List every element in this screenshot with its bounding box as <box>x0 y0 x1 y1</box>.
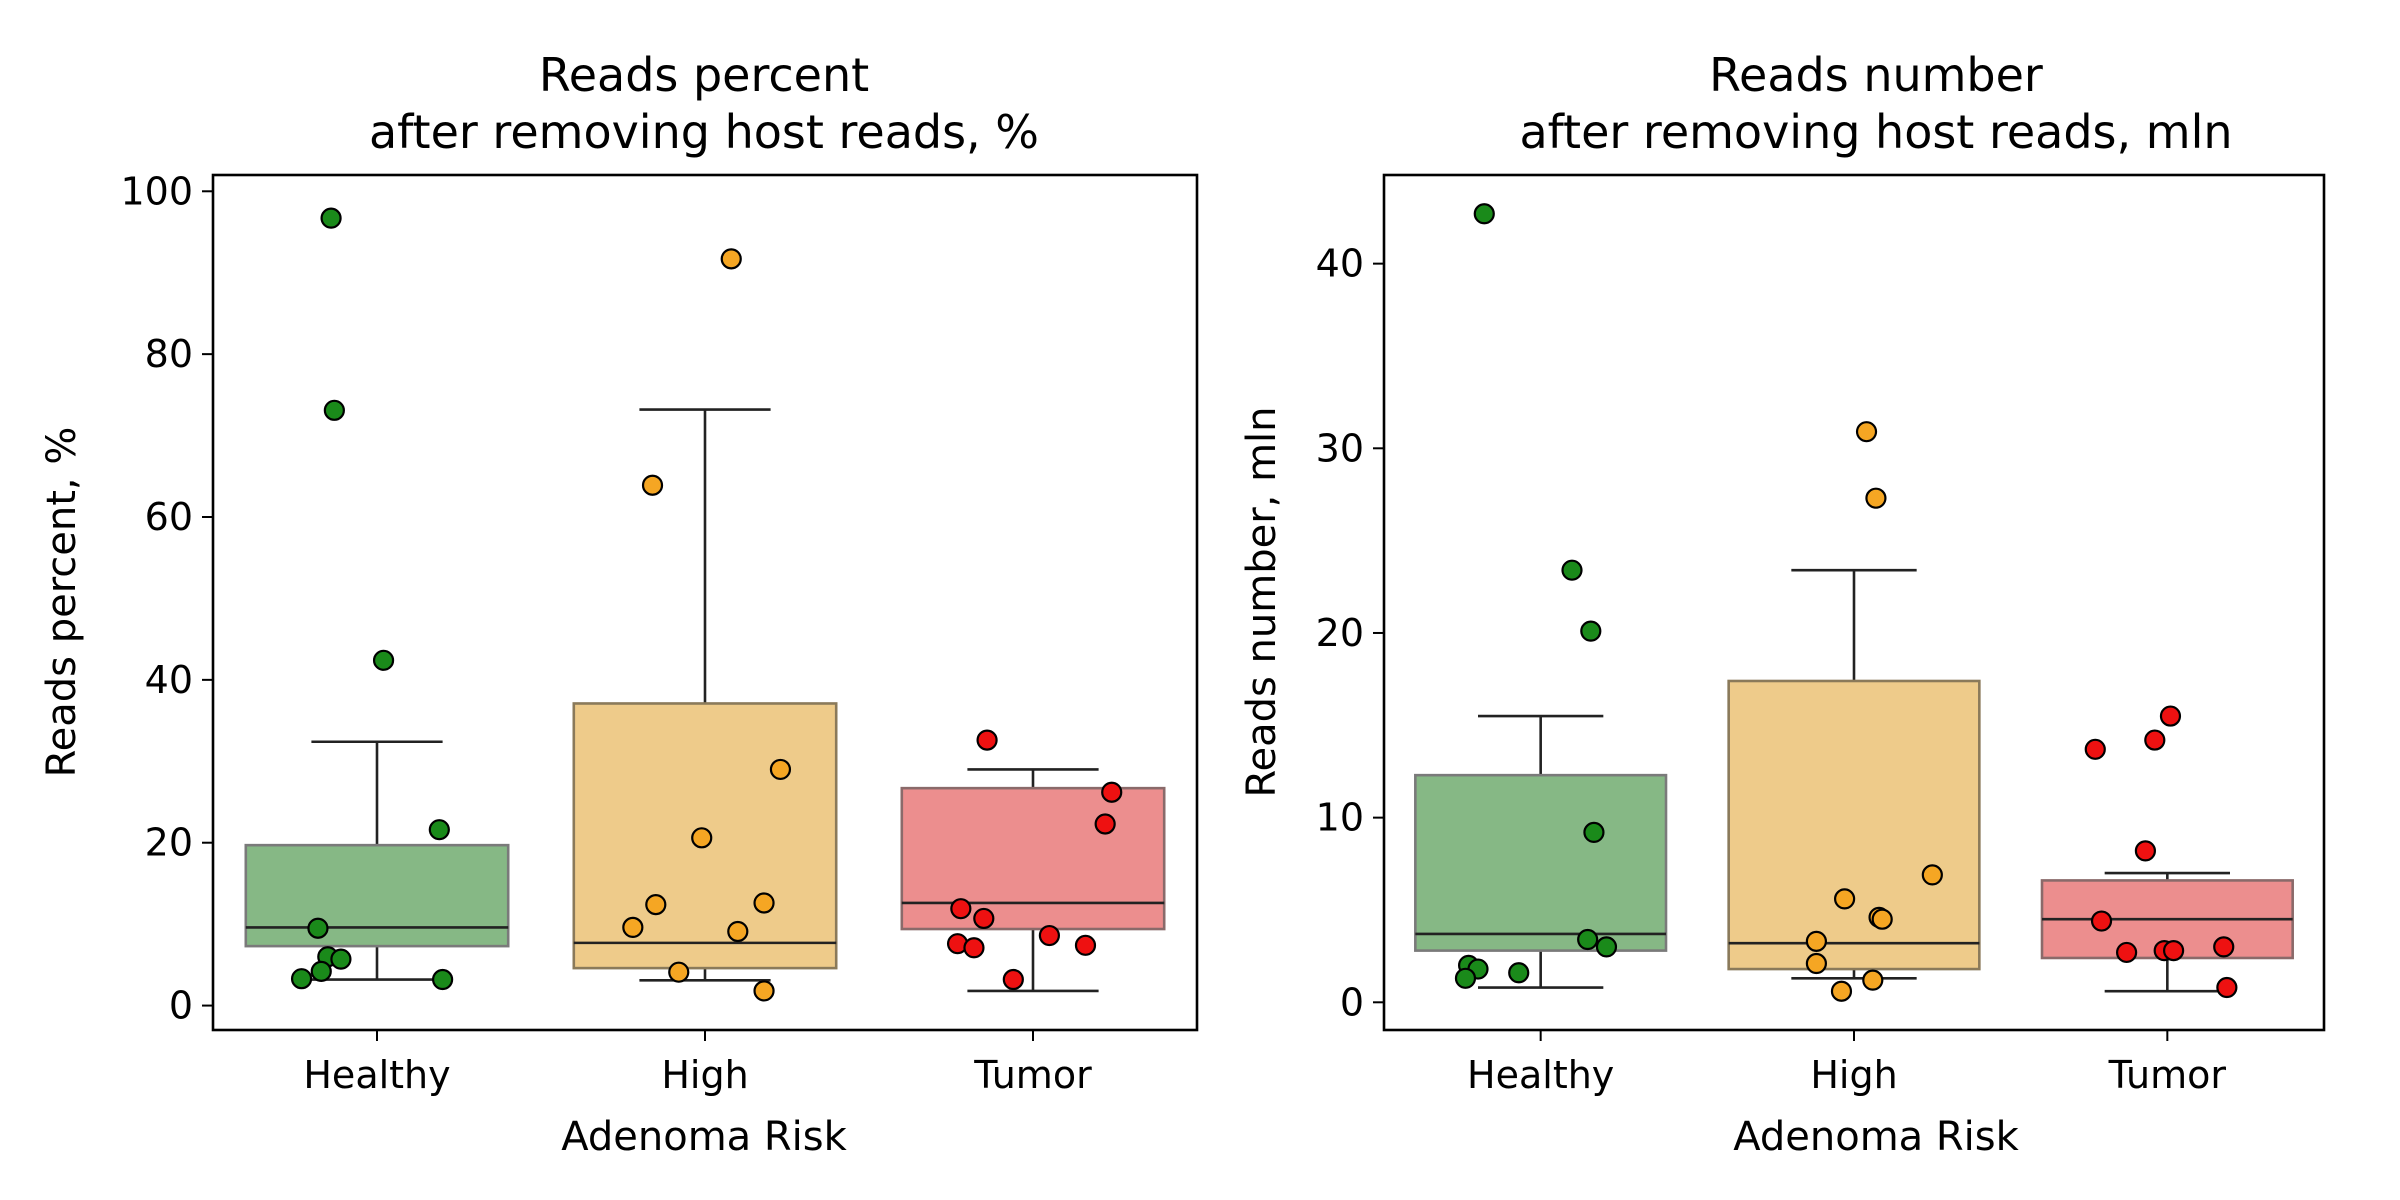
y-tick-label: 100 <box>120 169 193 213</box>
data-point <box>2163 939 2185 962</box>
data-point <box>323 399 345 421</box>
data-point <box>950 898 972 920</box>
data-point <box>1862 969 1884 991</box>
data-point <box>2090 910 2113 932</box>
data-point <box>2216 976 2238 999</box>
plot-area: 0 10 20 30 40 Healthy High Tumor <box>1316 173 2326 1097</box>
data-point <box>645 893 667 916</box>
y-tick-label: 30 <box>1316 426 1364 470</box>
x-tick-label: Tumor <box>973 1053 1092 1097</box>
y-tick-label: 60 <box>145 495 193 539</box>
x-tick-label: Healthy <box>303 1053 450 1097</box>
data-point <box>2213 936 2235 958</box>
y-tick-label: 40 <box>145 658 193 702</box>
panel-reads-percent: Reads percent after removing host reads,… <box>39 48 1199 1160</box>
data-point <box>1454 967 1477 989</box>
data-point <box>1805 930 1828 952</box>
data-point <box>2116 941 2138 964</box>
data-point <box>320 207 342 229</box>
data-point <box>622 916 644 939</box>
y-tick-label: 10 <box>1316 796 1364 840</box>
y-axis-label: Reads percent, % <box>39 427 85 778</box>
data-point <box>1561 559 1583 581</box>
axes-frame <box>1382 173 2326 1032</box>
data-point <box>1074 934 1097 956</box>
data-point <box>720 248 742 270</box>
y-tick-label: 0 <box>169 984 193 1028</box>
data-point <box>310 960 332 982</box>
data-point <box>1833 888 1856 910</box>
data-point <box>372 649 395 671</box>
data-point <box>1580 620 1602 642</box>
data-point <box>963 937 985 959</box>
axes-frame <box>211 173 1199 1032</box>
data-point <box>1038 924 1061 947</box>
data-point <box>428 819 450 841</box>
y-tick-label: 20 <box>1316 611 1364 655</box>
data-point <box>973 907 995 930</box>
data-point <box>1865 487 1887 509</box>
chart-title-line2: after removing host reads, % <box>369 105 1039 159</box>
data-point <box>2159 705 2182 727</box>
data-point <box>727 920 749 943</box>
chart-title-line2: after removing host reads, mln <box>1519 105 2232 159</box>
data-point <box>1002 968 1024 991</box>
panel-reads-number: Reads number after removing host reads, … <box>1239 48 2326 1160</box>
data-point <box>1508 962 1530 984</box>
data-point <box>290 968 313 990</box>
box-healthy <box>244 843 510 948</box>
data-point <box>1871 908 1893 930</box>
box-tumor <box>900 786 1166 931</box>
data-point <box>1921 864 1943 886</box>
data-point <box>2134 840 2156 862</box>
data-point <box>1094 813 1116 835</box>
data-point <box>1583 821 1605 844</box>
data-point <box>307 917 329 939</box>
box-high <box>1727 679 1981 971</box>
data-point <box>691 827 713 849</box>
data-point <box>432 968 454 991</box>
data-point <box>976 729 998 751</box>
data-point <box>641 474 664 496</box>
data-point <box>1595 936 1618 958</box>
y-tick-label: 80 <box>145 332 193 376</box>
plot-area: 0 20 40 60 80 100 Healthy High Tumor <box>120 169 1199 1097</box>
x-axis-label: Adenoma Risk <box>1733 1114 2019 1160</box>
x-axis-label: Adenoma Risk <box>561 1114 847 1160</box>
y-axis-label: Reads number, mln <box>1239 406 1285 797</box>
box-healthy <box>1414 773 1668 952</box>
data-point <box>753 892 775 914</box>
y-tick-label: 0 <box>1340 980 1364 1024</box>
data-point <box>2084 738 2106 760</box>
data-point <box>1805 952 1828 975</box>
data-point <box>1577 928 1599 951</box>
data-point <box>1830 980 1853 1002</box>
data-point <box>1101 781 1123 803</box>
data-point <box>769 758 792 781</box>
data-point <box>668 961 690 983</box>
x-tick-label: High <box>661 1053 748 1097</box>
y-tick-label: 20 <box>145 821 193 865</box>
chart-title-line1: Reads percent <box>539 48 869 102</box>
data-point <box>753 980 775 1002</box>
y-tick-label: 40 <box>1316 242 1364 286</box>
x-tick-label: Tumor <box>2108 1053 2227 1097</box>
data-point <box>2144 729 2166 751</box>
data-point <box>1473 203 1495 225</box>
data-point <box>330 948 352 970</box>
data-point <box>1855 421 1878 443</box>
x-tick-label: High <box>1810 1053 1897 1097</box>
chart-title-line1: Reads number <box>1709 48 2043 102</box>
x-tick-label: Healthy <box>1467 1053 1614 1097</box>
